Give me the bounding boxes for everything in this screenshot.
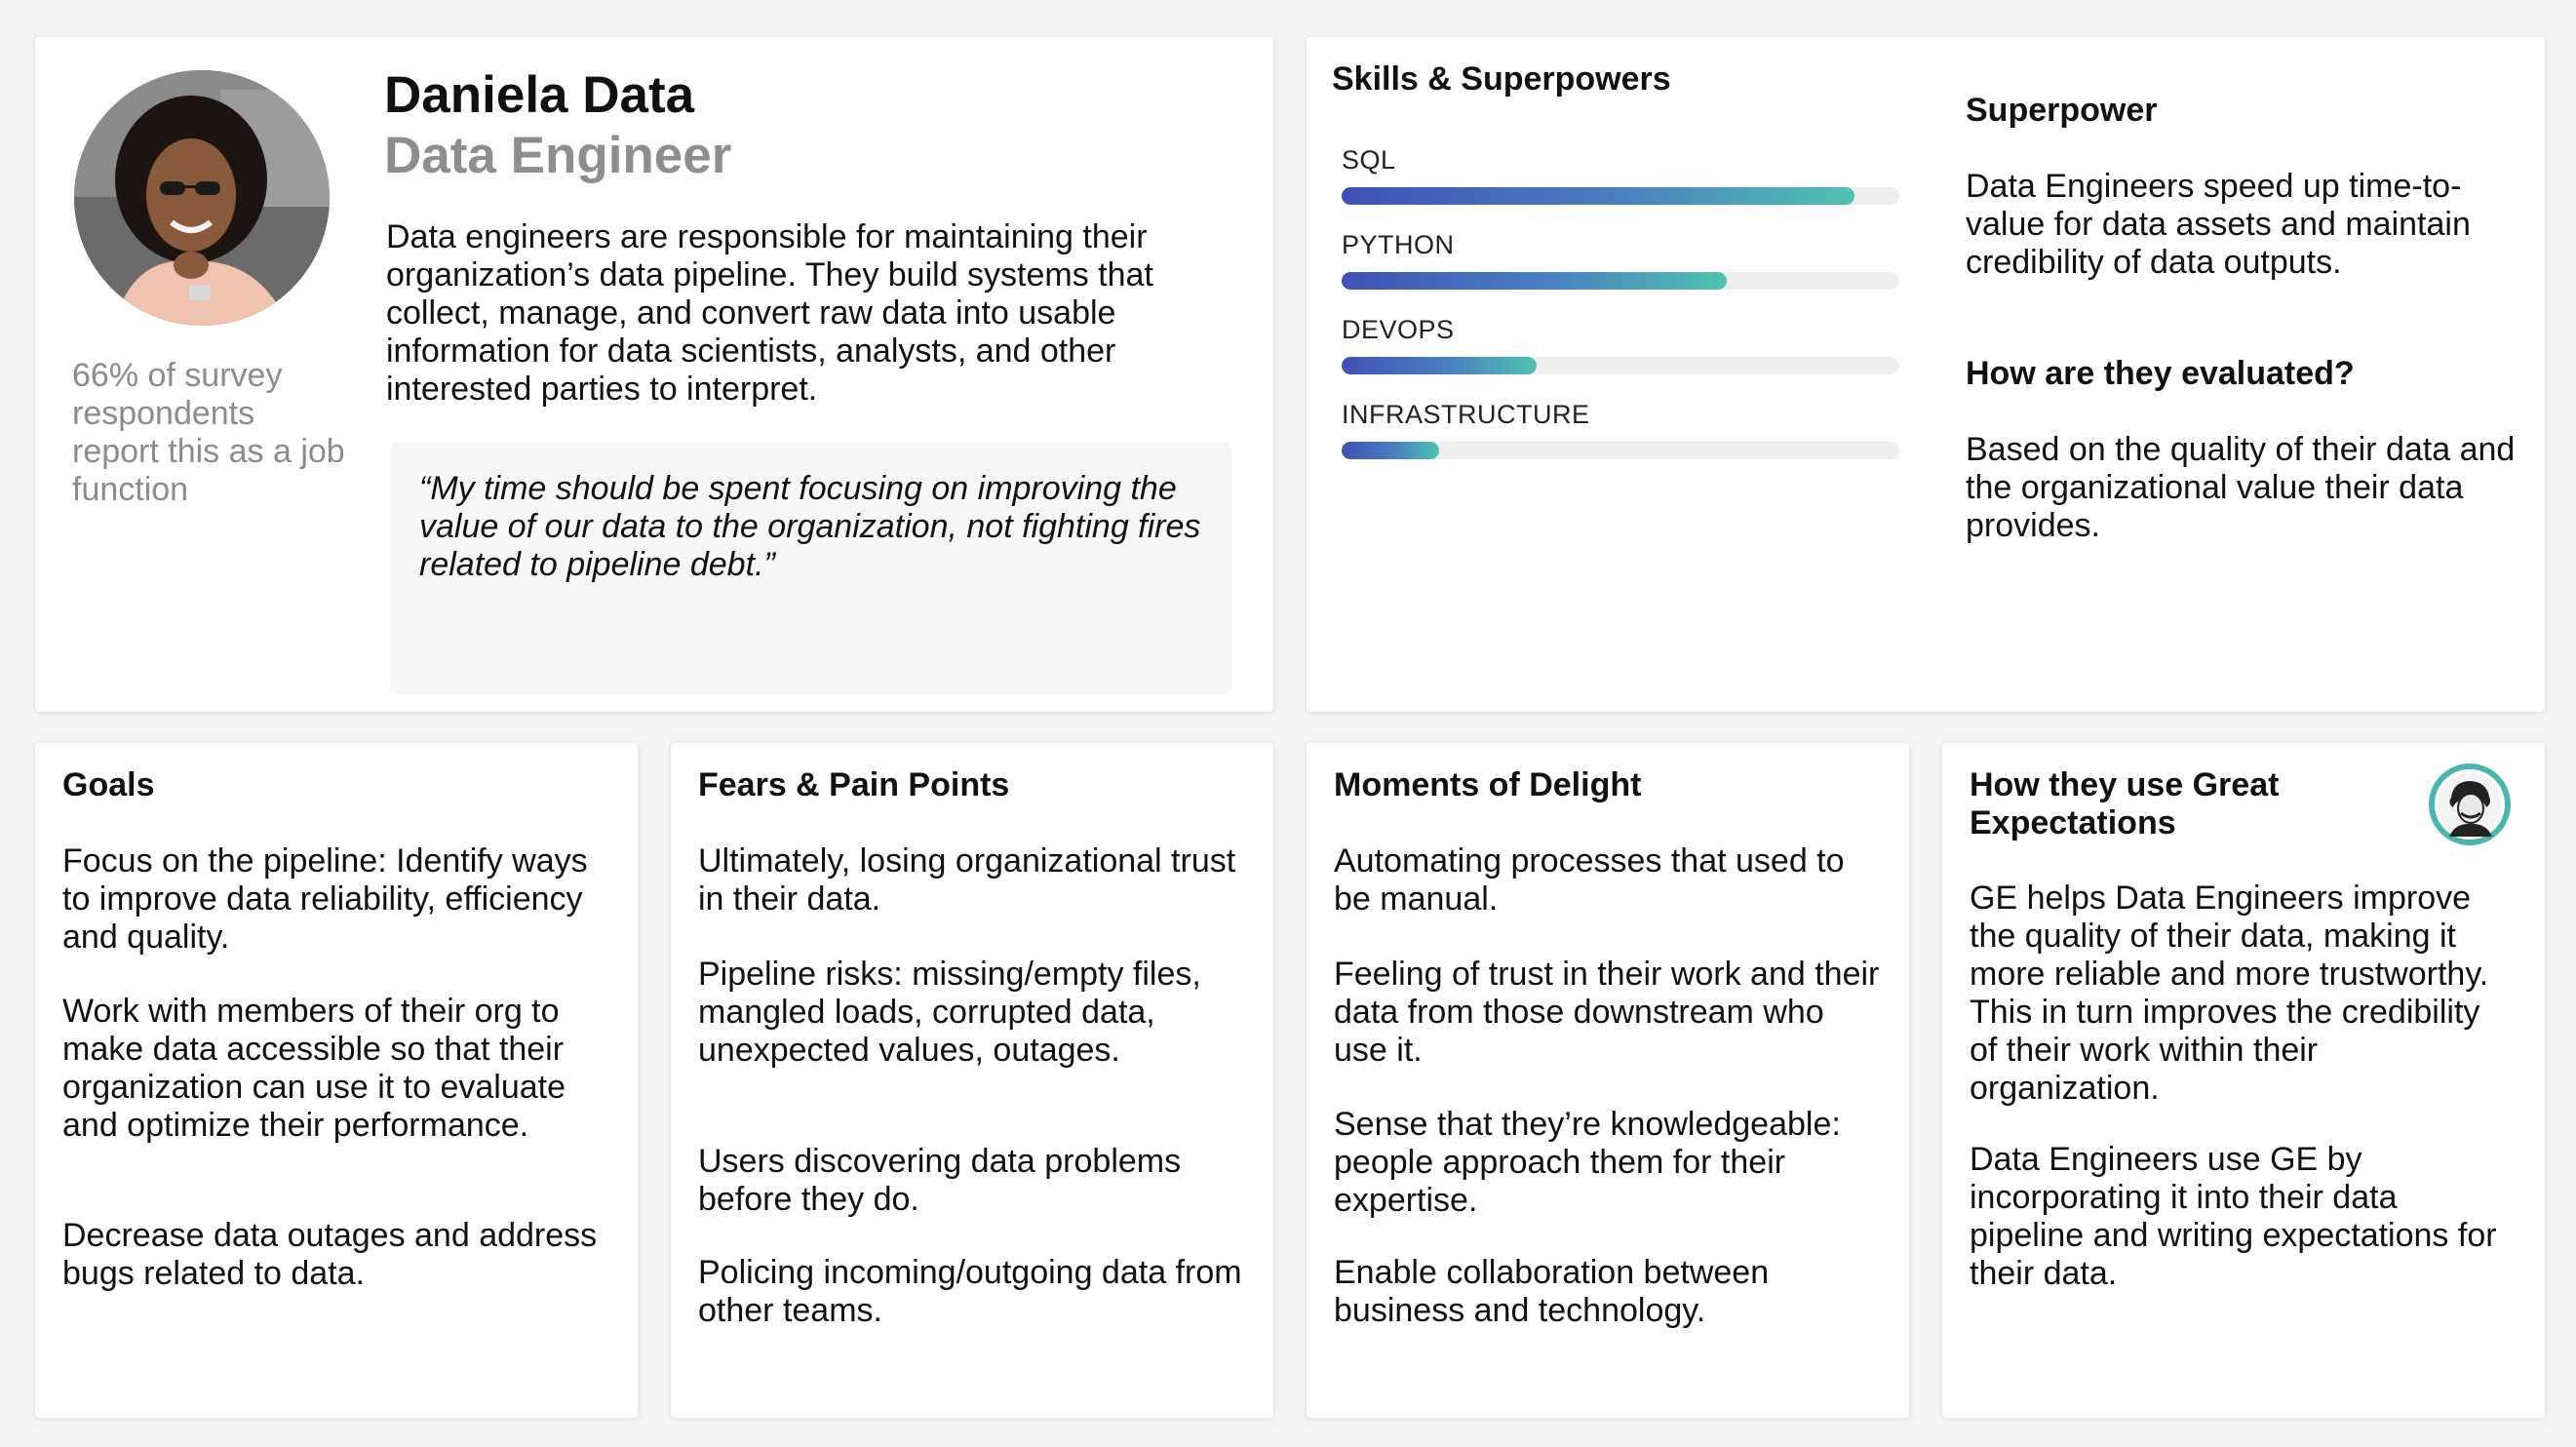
goal-item: Work with members of their org to make d… (62, 993, 566, 1144)
fear-item: Users discovering data problems before t… (698, 1143, 1182, 1218)
persona-quote: “My time should be spent focusing on imp… (390, 443, 1232, 694)
fear-item: Policing incoming/outgoing data from oth… (698, 1254, 1242, 1329)
skill-bar-fill (1342, 357, 1538, 374)
skill-bar-track (1342, 357, 1899, 374)
skill-bar-fill (1342, 442, 1440, 459)
fear-item: Pipeline risks: missing/empty files, man… (698, 956, 1201, 1069)
skill-python: PYTHON (1342, 229, 1899, 290)
fears-card: Fears & Pain Points Ultimately, losing o… (671, 743, 1273, 1418)
ge-title: How they use Great Expectations (1970, 766, 2280, 841)
goals-card: Goals Focus on the pipeline: Identify wa… (35, 743, 638, 1418)
goals-title: Goals (62, 766, 155, 803)
delight-item: Sense that they’re knowledgeable: people… (1334, 1106, 1841, 1219)
persona-profile-card: 66% of survey respondents report this as… (35, 37, 1273, 712)
skill-sql: SQL (1342, 144, 1899, 205)
persona-description: Data engineers are responsible for maint… (386, 218, 1153, 408)
persona-name: Daniela Data (384, 66, 695, 124)
skill-bar-track (1342, 442, 1899, 459)
skills-title: Skills & Superpowers (1332, 60, 1671, 98)
delight-item: Enable collaboration between business an… (1334, 1254, 1770, 1329)
delight-item: Feeling of trust in their work and their… (1334, 956, 1880, 1069)
great-expectations-logo-icon (2428, 763, 2512, 846)
skill-label: DEVOPS (1342, 315, 1455, 344)
delight-title: Moments of Delight (1334, 766, 1642, 803)
fear-item: Ultimately, losing organizational trust … (698, 842, 1236, 918)
goal-item: Focus on the pipeline: Identify ways to … (62, 842, 588, 956)
avatar-photo (74, 70, 330, 326)
skill-bar-track (1342, 187, 1899, 205)
fears-title: Fears & Pain Points (698, 766, 1010, 803)
persona-role: Data Engineer (384, 127, 732, 184)
skill-infrastructure: INFRASTRUCTURE (1342, 399, 1899, 459)
ge-card: How they use Great Expectations GE helps… (1942, 743, 2545, 1418)
ge-item: GE helps Data Engineers improve the qual… (1970, 880, 2489, 1107)
skill-label: PYTHON (1342, 230, 1455, 259)
evaluated-text: Based on the quality of their data and t… (1966, 431, 2516, 544)
superpower-text: Data Engineers speed up time-to-value fo… (1966, 168, 2471, 281)
skill-label: SQL (1342, 145, 1396, 175)
ge-item: Data Engineers use GE by incorporating i… (1970, 1141, 2497, 1292)
delight-item: Automating processes that used to be man… (1334, 842, 1845, 918)
goal-item: Decrease data outages and address bugs r… (62, 1217, 598, 1292)
evaluated-heading: How are they evaluated? (1966, 355, 2355, 392)
survey-stat: 66% of survey respondents report this as… (72, 357, 345, 508)
avatar (74, 70, 330, 326)
delight-card: Moments of Delight Automating processes … (1307, 743, 1909, 1418)
skill-bar-fill (1342, 272, 1727, 290)
skill-devops: DEVOPS (1342, 314, 1899, 374)
superpower-heading: Superpower (1966, 92, 2158, 129)
skill-bar-fill (1342, 187, 1855, 205)
skills-card: Skills & Superpowers SQL PYTHON DEVOPS I… (1307, 37, 2545, 712)
skill-bar-track (1342, 272, 1899, 290)
skill-label: INFRASTRUCTURE (1342, 400, 1590, 429)
